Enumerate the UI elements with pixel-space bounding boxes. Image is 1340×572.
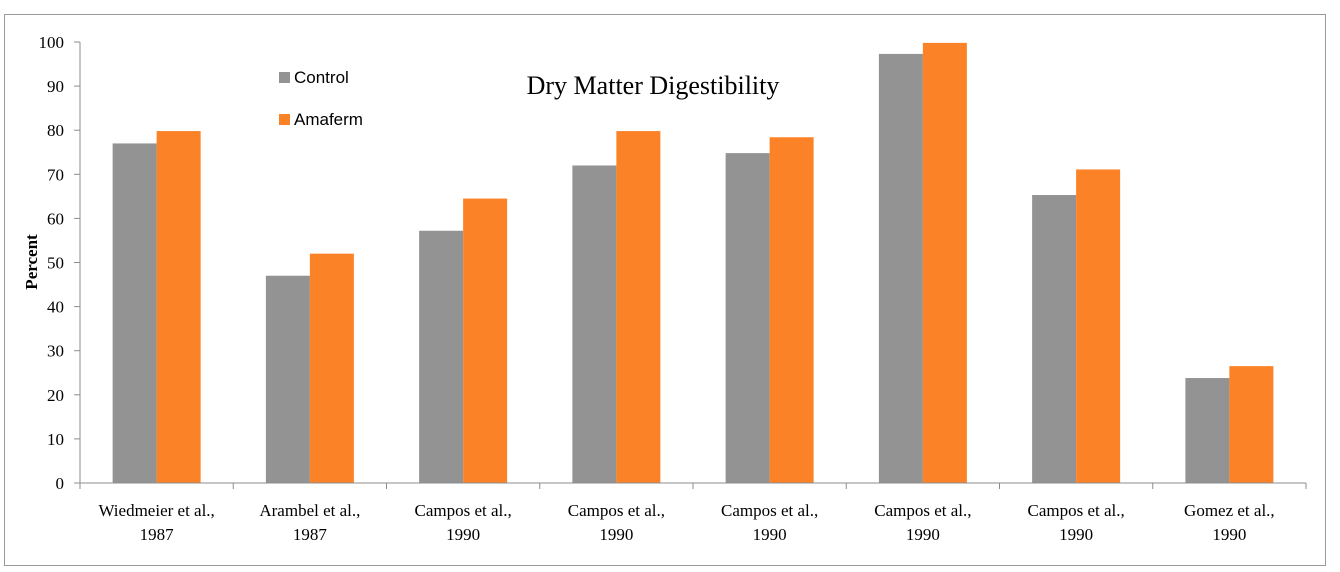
legend-label-control: Control: [294, 68, 349, 87]
y-tick-label: 0: [56, 474, 65, 493]
x-category-label: Campos et al.,: [874, 501, 971, 520]
y-tick-label: 100: [39, 33, 65, 52]
bar-amaferm-2: [309, 253, 354, 483]
bar-control-8: [1185, 378, 1230, 483]
x-category-label: Campos et al.,: [568, 501, 665, 520]
bar-amaferm-3: [463, 198, 508, 483]
x-category-label: Wiedmeier et al.,: [98, 501, 214, 520]
bar-control-4: [572, 165, 617, 484]
y-tick-label: 40: [47, 298, 64, 317]
x-category-label: Campos et al.,: [1027, 501, 1124, 520]
x-category-label: Campos et al.,: [414, 501, 511, 520]
y-tick-label: 70: [47, 165, 64, 184]
x-category-label: 1990: [1212, 525, 1246, 544]
y-axis: 0 10 20 30 40 50 60 70 80 90 100: [39, 33, 81, 493]
legend-swatch-amaferm: [279, 114, 290, 125]
x-axis: Wiedmeier et al., 1987 Arambel et al., 1987…: [79, 482, 1307, 544]
bar-amaferm-8: [1229, 366, 1274, 483]
y-tick-label: 30: [47, 342, 64, 361]
y-tick-label: 10: [47, 430, 64, 449]
chart-title: Dry Matter Digestibility: [527, 71, 780, 100]
x-category-label: Gomez et al.,: [1184, 501, 1275, 520]
y-tick-label: 80: [47, 121, 64, 140]
y-tick-label: 90: [47, 77, 64, 96]
bar-amaferm-1: [156, 131, 201, 483]
bar-control-1: [112, 143, 157, 483]
bar-amaferm-7: [1076, 169, 1121, 483]
bar-control-3: [419, 230, 464, 483]
bar-amaferm-4: [616, 131, 661, 483]
x-category-label: 1990: [753, 525, 787, 544]
bar-amaferm-5: [769, 137, 814, 484]
bars-group: [112, 42, 1274, 484]
bar-control-2: [265, 275, 310, 483]
y-axis-label: Percent: [22, 234, 41, 290]
x-category-label: 1990: [906, 525, 940, 544]
legend-swatch-control: [279, 72, 290, 83]
x-category-label: 1987: [140, 525, 175, 544]
x-category-label: 1987: [293, 525, 328, 544]
x-category-label: Arambel et al.,: [259, 501, 360, 520]
bar-control-6: [878, 53, 923, 483]
x-category-label: 1990: [1059, 525, 1093, 544]
y-tick-label: 20: [47, 386, 64, 405]
legend-label-amaferm: Amaferm: [294, 110, 363, 129]
y-tick-label: 60: [47, 209, 64, 228]
legend: Control Amaferm: [279, 68, 363, 129]
x-category-label: 1990: [599, 525, 633, 544]
y-tick-label: 50: [47, 254, 64, 273]
bar-control-5: [725, 153, 770, 483]
bar-control-7: [1032, 195, 1077, 484]
x-category-label: Campos et al.,: [721, 501, 818, 520]
bar-amaferm-6: [922, 42, 967, 484]
x-category-label: 1990: [446, 525, 480, 544]
